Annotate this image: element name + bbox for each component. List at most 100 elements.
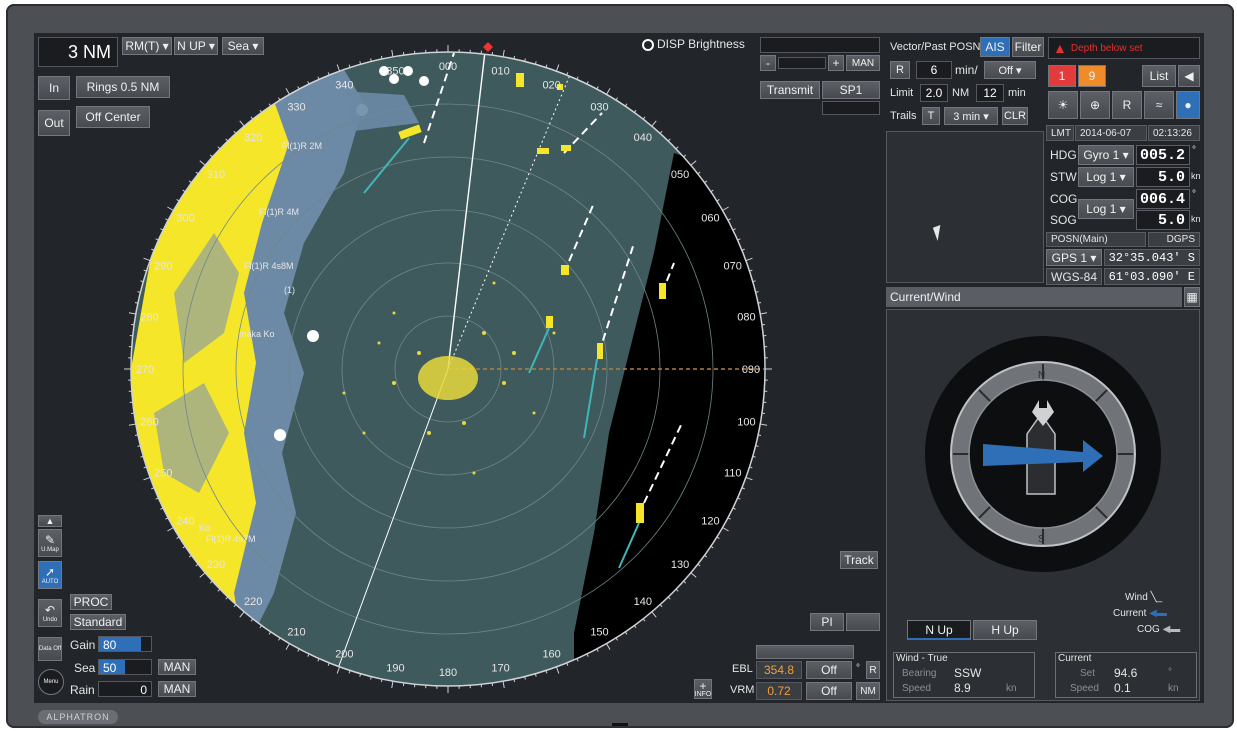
gain-slider[interactable]: 80: [98, 636, 152, 652]
bearing-label: 290: [154, 260, 172, 272]
bearing-tick: [188, 554, 192, 558]
bearing-tick: [160, 228, 164, 231]
sog-source-select[interactable]: Log 1 ▾: [1078, 199, 1134, 219]
limit-min-value[interactable]: 12: [976, 84, 1004, 102]
ais-button[interactable]: AIS: [980, 37, 1010, 57]
track-button[interactable]: Track: [840, 551, 878, 569]
rain-slider[interactable]: 0: [98, 681, 152, 697]
standard-button[interactable]: Standard: [70, 614, 126, 630]
gain-value: 80: [103, 638, 117, 652]
alarm-count-red[interactable]: 1: [1048, 65, 1076, 87]
ebl-label-button[interactable]: [756, 645, 854, 659]
pi-button[interactable]: PI: [810, 613, 844, 631]
bearing-tick: [391, 681, 394, 689]
gps-source-select[interactable]: GPS 1 ▾: [1046, 249, 1102, 266]
bearing-tick: [268, 631, 272, 635]
sound-button[interactable]: ◀: [1178, 65, 1200, 87]
rain-man-button[interactable]: MAN: [158, 681, 196, 697]
stw-source-select[interactable]: Log 1 ▾: [1078, 167, 1134, 187]
auto-cursor-button[interactable]: ➚ AUTO: [38, 561, 62, 589]
n-up-button[interactable]: N Up: [907, 620, 971, 640]
rings-button[interactable]: Rings 0.5 NM: [76, 76, 170, 98]
sea-mode-button[interactable]: Sea ▾: [222, 37, 264, 55]
bearing-tick: [137, 445, 141, 447]
current-speed-unit: kn: [1168, 683, 1179, 694]
tuning-bar[interactable]: [760, 37, 880, 53]
off-center-button[interactable]: Off Center: [76, 106, 150, 128]
bearing-tick: [285, 643, 290, 650]
legend-wind-label: Wind: [1125, 592, 1148, 603]
tune-plus-button[interactable]: +: [828, 55, 844, 71]
tune-man-button[interactable]: MAN: [846, 55, 880, 71]
bearing-label: 010: [491, 66, 509, 78]
route-tool-button[interactable]: R: [1112, 91, 1142, 119]
range-display[interactable]: 3 NM: [38, 37, 118, 67]
disp-brightness-button[interactable]: DISP Brightness: [642, 37, 745, 51]
vector-min-value[interactable]: 6: [916, 61, 952, 79]
bearing-tick: [745, 257, 753, 262]
sea-man-button[interactable]: MAN: [158, 659, 196, 675]
radar-ppi[interactable]: 000 0100200300400500600700800901001101201…: [34, 33, 864, 703]
brand-text: ALPHATRON: [46, 712, 110, 722]
bearing-label: 160: [542, 649, 560, 661]
ebl-value[interactable]: 354.8: [756, 661, 802, 679]
time-value: 02:13:26: [1148, 125, 1200, 141]
bearing-label: 120: [701, 516, 719, 528]
hdg-source-select[interactable]: Gyro 1 ▾: [1078, 145, 1134, 165]
h-up-button[interactable]: H Up: [973, 620, 1037, 640]
land-patch-2: [154, 383, 229, 493]
bearing-label: 050: [671, 169, 689, 181]
bearing-tick: [348, 670, 351, 674]
bearing-tick: [128, 312, 136, 315]
vector-mode-select[interactable]: Off ▾: [984, 61, 1036, 79]
bearing-tick: [297, 648, 300, 652]
filter-button[interactable]: Filter: [1012, 37, 1044, 57]
ebl-r-button[interactable]: R: [866, 661, 880, 679]
undo-button[interactable]: ↶ Undo: [38, 599, 62, 627]
limit-label: Limit: [890, 87, 914, 99]
ebl-line: [447, 52, 580, 370]
range-out-button[interactable]: Out: [38, 110, 70, 136]
bearing-tick: [732, 507, 736, 510]
bearing-label: 320: [244, 132, 262, 144]
trails-length-select[interactable]: 3 min ▾: [944, 107, 998, 125]
bearing-tick: [336, 666, 341, 674]
bearing-tick: [209, 580, 213, 584]
target-tool-button[interactable]: ⊕: [1080, 91, 1110, 119]
trails-clear-button[interactable]: CLR: [1002, 107, 1028, 125]
bearing-label: 310: [207, 169, 225, 181]
tune-slider[interactable]: [778, 57, 826, 69]
bearing-tick: [513, 55, 516, 60]
tool-strip-collapse[interactable]: ▲: [38, 515, 62, 527]
mob-button[interactable]: ≈: [1144, 91, 1174, 119]
vector-r-button[interactable]: R: [890, 61, 910, 79]
bearing-tick: [757, 301, 762, 304]
vrm-off-button[interactable]: Off: [806, 682, 852, 700]
range-in-button[interactable]: In: [38, 76, 70, 100]
day-night-button[interactable]: ☀: [1048, 91, 1078, 119]
vrm-value[interactable]: 0.72: [756, 682, 802, 700]
limit-nm-value[interactable]: 2.0: [920, 84, 948, 102]
motion-mode-button[interactable]: RM(T) ▾: [122, 37, 172, 55]
sp1-button[interactable]: SP1: [822, 81, 880, 99]
alarm-count-orange[interactable]: 9: [1078, 65, 1106, 87]
tune-minus-button[interactable]: -: [760, 55, 776, 71]
trails-t-button[interactable]: T: [922, 107, 940, 125]
user-map-button[interactable]: ✎ U.Map: [38, 529, 62, 557]
bearing-tick: [633, 625, 637, 629]
sea-slider[interactable]: 50: [98, 659, 152, 675]
orientation-button[interactable]: N UP ▾: [174, 37, 218, 55]
bearing-tick: [659, 604, 663, 608]
alarm-bar[interactable]: ▲ Depth below set: [1048, 37, 1200, 59]
panel-expand-button[interactable]: ▦: [1184, 287, 1200, 307]
info-button[interactable]: + INFO: [694, 679, 712, 699]
menu-button[interactable]: Menu: [38, 669, 64, 695]
vrm-nm-button[interactable]: NM: [856, 682, 880, 700]
alarm-list-button[interactable]: List: [1142, 65, 1176, 87]
mode-button[interactable]: ●: [1176, 91, 1200, 119]
transmit-button[interactable]: Transmit: [760, 81, 820, 99]
pi-extra-button[interactable]: [846, 613, 880, 631]
proc-button[interactable]: PROC: [70, 594, 112, 610]
ebl-off-button[interactable]: Off: [806, 661, 852, 679]
data-off-button[interactable]: Data Off: [38, 637, 62, 661]
